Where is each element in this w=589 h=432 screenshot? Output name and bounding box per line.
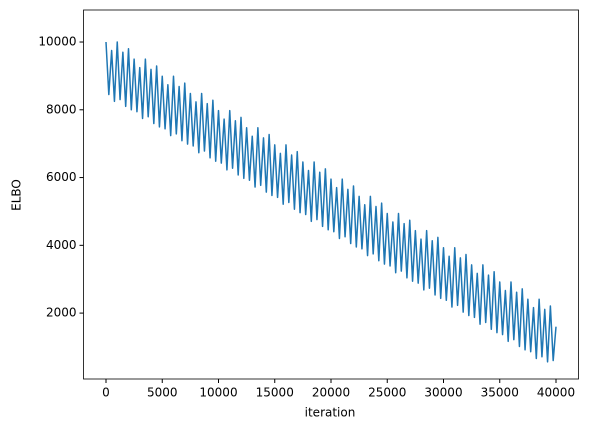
plot-frame	[83, 9, 579, 380]
y-tick-label: 2000	[46, 306, 77, 320]
y-axis-label: ELBO	[10, 179, 24, 211]
y-tick-label: 10000	[38, 35, 76, 49]
x-tick-label: 30000	[424, 386, 462, 400]
y-tick-label: 8000	[46, 102, 77, 116]
x-axis-label: iteration	[305, 406, 356, 420]
x-tick-label: 0	[102, 386, 110, 400]
y-tick-label: 6000	[46, 170, 77, 184]
x-tick-label: 35000	[481, 386, 519, 400]
x-tick-label: 20000	[312, 386, 350, 400]
x-tick-label: 5000	[147, 386, 178, 400]
y-tick-label: 4000	[46, 238, 77, 252]
x-tick-label: 40000	[537, 386, 575, 400]
x-tick-label: 25000	[368, 386, 406, 400]
line-series	[105, 41, 557, 363]
x-tick-label: 15000	[256, 386, 294, 400]
x-tick-label: 10000	[199, 386, 237, 400]
